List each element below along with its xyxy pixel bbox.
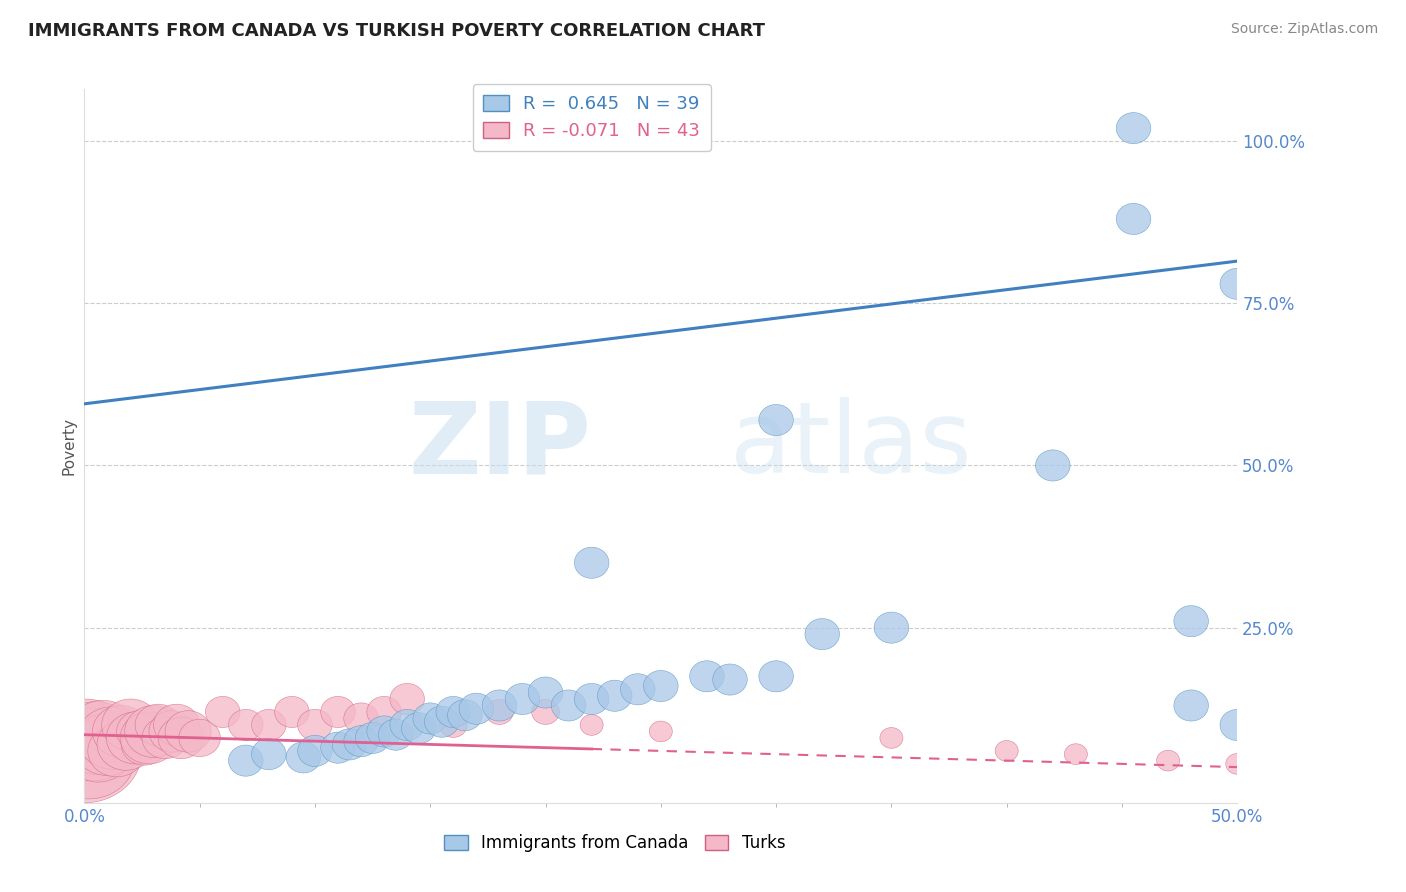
Ellipse shape xyxy=(53,708,134,780)
Ellipse shape xyxy=(332,729,367,760)
Ellipse shape xyxy=(806,618,839,649)
Ellipse shape xyxy=(995,740,1018,761)
Text: atlas: atlas xyxy=(730,398,972,494)
Ellipse shape xyxy=(27,699,142,803)
Ellipse shape xyxy=(367,697,402,728)
Ellipse shape xyxy=(440,713,467,738)
Ellipse shape xyxy=(287,742,321,773)
Ellipse shape xyxy=(149,711,195,752)
Ellipse shape xyxy=(73,714,142,775)
Ellipse shape xyxy=(298,709,332,740)
Ellipse shape xyxy=(153,704,200,746)
Ellipse shape xyxy=(344,703,378,734)
Ellipse shape xyxy=(1064,744,1087,764)
Ellipse shape xyxy=(505,683,540,714)
Ellipse shape xyxy=(120,712,177,764)
Ellipse shape xyxy=(142,717,188,759)
Ellipse shape xyxy=(436,697,471,728)
Ellipse shape xyxy=(644,671,678,702)
Ellipse shape xyxy=(1174,606,1209,637)
Text: ZIP: ZIP xyxy=(409,398,592,494)
Ellipse shape xyxy=(117,711,163,752)
Ellipse shape xyxy=(321,732,356,764)
Ellipse shape xyxy=(101,699,159,751)
Ellipse shape xyxy=(125,706,183,757)
Ellipse shape xyxy=(575,683,609,714)
Ellipse shape xyxy=(650,721,672,742)
Ellipse shape xyxy=(759,661,793,692)
Ellipse shape xyxy=(165,711,211,752)
Ellipse shape xyxy=(389,683,425,714)
Ellipse shape xyxy=(1157,750,1180,771)
Ellipse shape xyxy=(252,709,287,740)
Ellipse shape xyxy=(344,725,378,756)
Ellipse shape xyxy=(252,739,287,770)
Ellipse shape xyxy=(378,719,413,750)
Text: IMMIGRANTS FROM CANADA VS TURKISH POVERTY CORRELATION CHART: IMMIGRANTS FROM CANADA VS TURKISH POVERT… xyxy=(28,22,765,40)
Ellipse shape xyxy=(713,664,748,695)
Ellipse shape xyxy=(447,699,482,731)
Ellipse shape xyxy=(274,697,309,728)
Ellipse shape xyxy=(402,713,436,744)
Ellipse shape xyxy=(551,690,586,721)
Ellipse shape xyxy=(759,404,793,435)
Ellipse shape xyxy=(531,699,560,724)
Ellipse shape xyxy=(598,681,633,711)
Ellipse shape xyxy=(77,706,146,769)
Ellipse shape xyxy=(63,720,132,782)
Ellipse shape xyxy=(205,697,240,728)
Ellipse shape xyxy=(135,704,181,746)
Ellipse shape xyxy=(107,712,165,764)
Ellipse shape xyxy=(460,693,494,724)
Ellipse shape xyxy=(1036,450,1070,481)
Ellipse shape xyxy=(482,690,517,721)
Ellipse shape xyxy=(157,717,204,759)
Legend: Immigrants from Canada, Turks: Immigrants from Canada, Turks xyxy=(437,828,792,859)
Ellipse shape xyxy=(93,706,150,757)
Ellipse shape xyxy=(880,728,903,748)
Ellipse shape xyxy=(1226,754,1249,774)
Ellipse shape xyxy=(229,745,263,776)
Ellipse shape xyxy=(298,735,332,766)
Ellipse shape xyxy=(179,719,221,756)
Y-axis label: Poverty: Poverty xyxy=(60,417,76,475)
Ellipse shape xyxy=(121,723,167,765)
Ellipse shape xyxy=(1174,690,1209,721)
Ellipse shape xyxy=(485,699,513,724)
Ellipse shape xyxy=(529,677,562,708)
Ellipse shape xyxy=(875,612,908,643)
Ellipse shape xyxy=(389,709,425,740)
Ellipse shape xyxy=(1220,268,1254,300)
Ellipse shape xyxy=(69,700,138,763)
Ellipse shape xyxy=(1220,709,1254,740)
Ellipse shape xyxy=(229,709,263,740)
Ellipse shape xyxy=(97,718,155,771)
Text: Source: ZipAtlas.com: Source: ZipAtlas.com xyxy=(1230,22,1378,37)
Ellipse shape xyxy=(575,547,609,578)
Ellipse shape xyxy=(1116,203,1152,235)
Ellipse shape xyxy=(425,706,460,738)
Ellipse shape xyxy=(581,714,603,735)
Ellipse shape xyxy=(42,716,135,799)
Ellipse shape xyxy=(55,702,136,774)
Ellipse shape xyxy=(1116,112,1152,144)
Ellipse shape xyxy=(367,716,402,747)
Ellipse shape xyxy=(690,661,724,692)
Ellipse shape xyxy=(87,725,145,777)
Ellipse shape xyxy=(413,703,447,734)
Ellipse shape xyxy=(620,673,655,705)
Ellipse shape xyxy=(321,697,356,728)
Ellipse shape xyxy=(356,723,389,754)
